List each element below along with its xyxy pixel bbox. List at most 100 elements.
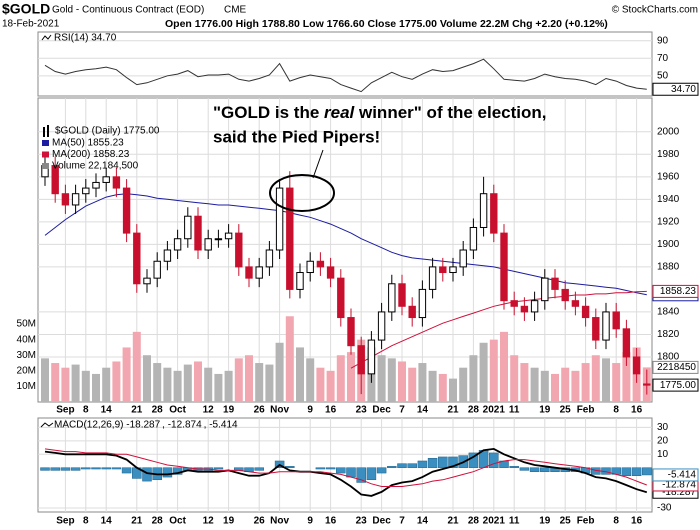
histogram-bar <box>397 463 407 468</box>
candle-body <box>275 187 284 251</box>
highlight-ellipse <box>269 174 335 212</box>
value-box-label: 2218450 <box>657 362 696 373</box>
candle-body <box>418 288 427 319</box>
annotation-part: winner" of the election, <box>354 103 546 122</box>
histogram-bar <box>285 466 295 468</box>
x-tick-label: 19 <box>223 516 235 527</box>
volume-bar <box>591 355 600 402</box>
x-tick-label: 16 <box>631 516 643 527</box>
volume-bar <box>500 331 508 402</box>
x-tick-label: Oct <box>169 516 186 527</box>
moving-average <box>350 290 647 369</box>
volume-bar <box>326 370 335 402</box>
value-box-label: -12.874 <box>662 480 696 491</box>
value-box <box>652 284 699 298</box>
x-tick-label: 21 <box>447 516 459 527</box>
x-tick-label: 28 <box>152 516 164 527</box>
candle-body <box>316 260 325 268</box>
histogram-bar <box>509 466 519 468</box>
volume-bar <box>438 373 447 402</box>
histogram-bar <box>356 467 366 483</box>
candle-body <box>500 232 508 302</box>
candle-body <box>184 215 192 240</box>
candle-body <box>296 272 304 290</box>
y-tick-label: 10 <box>657 449 669 460</box>
candle-body <box>398 283 406 307</box>
candle-body <box>112 176 121 189</box>
value-box <box>652 378 699 392</box>
volume-bar <box>173 370 182 402</box>
candle-body <box>173 238 182 251</box>
x-tick-label: 19 <box>539 516 551 527</box>
histogram-bar <box>101 467 111 470</box>
candle-body <box>92 181 100 189</box>
candle-body <box>326 266 335 279</box>
volume-bar <box>214 373 223 402</box>
histogram-bar <box>50 467 60 471</box>
histogram-bar <box>111 467 122 470</box>
histogram-bar <box>631 467 642 476</box>
histogram-bar <box>336 467 346 474</box>
volume-bar <box>194 361 202 402</box>
x-tick-label: 8 <box>613 516 619 527</box>
volume-bar <box>469 355 478 402</box>
volume-bar <box>41 358 49 402</box>
candle-body <box>265 249 274 268</box>
macd-panel <box>37 417 653 513</box>
candle-body <box>357 345 365 375</box>
x-tick-label: 2021 <box>483 405 506 416</box>
annotation: "GOLD is the real winner" of the electio… <box>213 103 547 122</box>
histogram-bar <box>529 467 540 472</box>
value-box-label: -5.414 <box>668 470 697 481</box>
candle-body <box>408 305 416 319</box>
volume-bar <box>377 355 386 402</box>
x-tick-label: 21 <box>131 516 143 527</box>
macd-line <box>44 447 648 497</box>
x-tick-label: 21 <box>131 405 143 416</box>
candle-body <box>510 300 518 307</box>
x-tick-label: Feb <box>577 516 595 527</box>
candle-body <box>479 193 488 228</box>
volume-bar <box>275 342 284 402</box>
price-legend: $GOLD (Daily) 1775.00 <box>55 126 160 137</box>
y-tick-label: 30 <box>657 422 669 433</box>
y-tick-label: 1960 <box>657 171 680 182</box>
volume-bar <box>612 363 621 402</box>
legend-swatch <box>42 140 49 146</box>
histogram-bar <box>121 467 132 474</box>
legend-label: Volume 22,184,500 <box>52 161 139 172</box>
candle-body <box>51 165 59 195</box>
y-tick-label: 1800 <box>657 352 680 363</box>
value-box-label: 1858.23 <box>660 286 697 297</box>
macd-legend: MACD(12,26,9) -18.287 <box>54 420 161 431</box>
x-tick-label: 8 <box>83 405 89 416</box>
x-tick-label: 16 <box>325 516 337 527</box>
volume-bar <box>153 363 162 402</box>
volume-bar <box>428 370 437 402</box>
volume-bar <box>520 363 529 402</box>
candle-body <box>133 232 141 285</box>
x-tick-label: 28 <box>152 405 164 416</box>
volume-bar <box>255 363 264 402</box>
legend-icon <box>43 125 49 137</box>
x-tick-label: Nov <box>270 516 289 527</box>
volume-bar <box>347 352 355 402</box>
volume-bar <box>92 373 100 402</box>
histogram-bar <box>642 467 652 476</box>
x-tick-label: Oct <box>169 405 186 416</box>
candle-body <box>163 249 172 262</box>
histogram-bar <box>376 467 387 474</box>
symbol: $GOLD <box>2 1 50 17</box>
candle-body <box>367 339 376 375</box>
candle-body <box>122 187 131 234</box>
volume-bar <box>112 361 121 402</box>
candle-body <box>347 317 355 347</box>
exchange: CME <box>224 5 247 16</box>
x-tick-label: 23 <box>356 516 368 527</box>
histogram-bar <box>427 458 438 468</box>
x-tick-label: 14 <box>417 405 429 416</box>
x-tick-label: 7 <box>399 516 405 527</box>
volume-bar <box>143 355 151 402</box>
